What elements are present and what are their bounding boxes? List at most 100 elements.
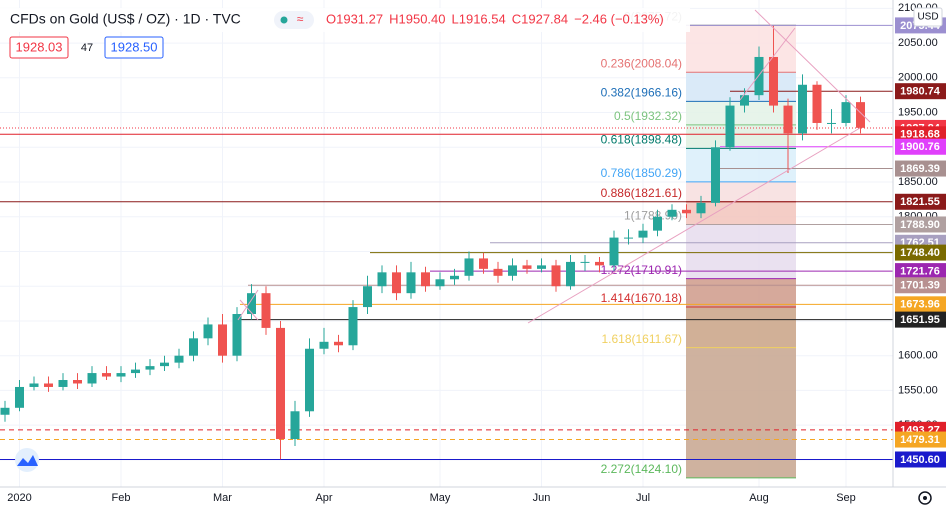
ask-box[interactable] <box>104 36 164 59</box>
price-tag <box>895 138 946 155</box>
candle-body <box>609 237 619 266</box>
currency: USD <box>917 12 938 23</box>
candle-body <box>0 407 10 415</box>
candle-body <box>841 102 851 123</box>
x-tick-label: 2020 <box>7 492 31 504</box>
price-tag-label: 1869.39 <box>900 163 940 175</box>
candle-body <box>595 261 604 266</box>
x-tick-label: May <box>430 492 451 504</box>
price-tag-label: 1821.55 <box>900 196 940 208</box>
ohlc-value: O1931.27 <box>326 11 383 26</box>
trend-line <box>239 299 259 321</box>
price-tag-label: 1673.96 <box>900 299 940 311</box>
status-icon: ≈ <box>297 12 304 26</box>
ohlc-value: L1916.54 <box>452 11 506 26</box>
x-tick-label: Apr <box>315 492 332 504</box>
candle-body <box>232 314 242 356</box>
candle-body <box>145 366 155 370</box>
candle-body <box>392 272 401 294</box>
price-tag <box>895 451 946 468</box>
candles <box>0 25 865 460</box>
price-tag-label: 1651.95 <box>900 314 940 326</box>
x-tick-label: Jun <box>533 492 551 504</box>
candle-body <box>261 293 271 328</box>
candle-body <box>812 84 822 123</box>
trend-line <box>527 127 861 324</box>
candle-body <box>769 56 778 106</box>
candle-body <box>551 265 561 287</box>
spread: 47 <box>81 42 93 54</box>
price-tag <box>895 83 946 100</box>
candle-body <box>290 411 300 440</box>
candle-body <box>493 268 503 276</box>
candle-body <box>319 341 329 349</box>
fib-label: 0.382(1966.16) <box>601 85 682 99</box>
candle-body <box>363 286 372 308</box>
price-tag-label: 1450.60 <box>900 454 940 466</box>
symbol-title: CFDs on Gold (US$ / OZ) · 1D · TVC <box>10 11 241 27</box>
candle-body <box>638 230 648 238</box>
settings-icon-center <box>923 496 927 500</box>
candle-body <box>334 341 343 346</box>
candle-body <box>406 272 416 294</box>
candle-body <box>580 261 590 263</box>
candle-body <box>798 84 807 134</box>
price-tag <box>895 263 946 280</box>
fib-zone <box>686 278 796 307</box>
trend-lines <box>237 9 871 324</box>
fib-label: 0.5(1932.32) <box>614 109 682 123</box>
settings-icon[interactable] <box>918 491 932 505</box>
price-tag <box>895 277 946 294</box>
candle-body <box>696 202 706 214</box>
candle-body <box>15 386 24 408</box>
fib-label: 1.272(1710.91) <box>601 263 682 277</box>
price-tag-label: 1748.40 <box>900 247 940 259</box>
candle-body <box>160 362 169 367</box>
candle-body <box>189 338 198 356</box>
logo <box>17 455 38 466</box>
ohlc: O1931.27 H1950.40 L1916.54 C1927.84 −2.46 (−… <box>326 11 664 26</box>
price-tag <box>895 311 946 328</box>
candle-body <box>377 272 387 287</box>
candle-body <box>102 373 111 377</box>
fib-label: 0.786(1850.29) <box>601 166 682 180</box>
trend-line <box>739 27 796 101</box>
candle-body <box>29 383 39 387</box>
y-tick-label: 1550.00 <box>898 384 938 396</box>
status-pill[interactable] <box>274 11 314 29</box>
fib-zone <box>686 224 796 279</box>
price-tag <box>895 296 946 313</box>
fib-label: 0.618(1898.48) <box>601 133 682 147</box>
price-tags: 2075.441980.741927.8408:38:341918.681900… <box>895 17 946 468</box>
price-tag <box>895 160 946 177</box>
x-tick-label: Sep <box>836 492 856 504</box>
y-tick-label: 1950.00 <box>898 106 938 118</box>
price-tag-label: 1479.31 <box>900 434 940 446</box>
price-tag <box>895 216 946 233</box>
candle-body <box>276 327 285 440</box>
fib-zone <box>686 181 796 202</box>
currency-box[interactable] <box>913 7 943 27</box>
fib-label: 0.236(2008.04) <box>601 56 682 70</box>
bid-box[interactable] <box>9 36 69 59</box>
price-tag-label: 1980.74 <box>900 86 941 98</box>
ohlc-value: −2.46 (−0.13%) <box>574 11 664 26</box>
candle-body <box>783 105 793 134</box>
candle-body <box>218 324 227 356</box>
candle-body <box>203 324 213 339</box>
time-axis-bg <box>0 487 946 510</box>
candle-body <box>653 216 662 231</box>
x-tick-label: Aug <box>749 492 769 504</box>
candle-body <box>740 95 749 106</box>
candle-body <box>856 102 865 128</box>
candle-body <box>624 237 633 239</box>
candle-body <box>508 265 517 276</box>
logo-bg[interactable] <box>15 448 39 472</box>
candle-body <box>73 380 82 384</box>
ohlc-value: C1927.84 <box>512 11 568 26</box>
candle-body <box>464 258 474 276</box>
y-tick-label: 1850.00 <box>898 176 938 188</box>
candle-body <box>711 147 720 203</box>
candle-body <box>435 279 445 287</box>
